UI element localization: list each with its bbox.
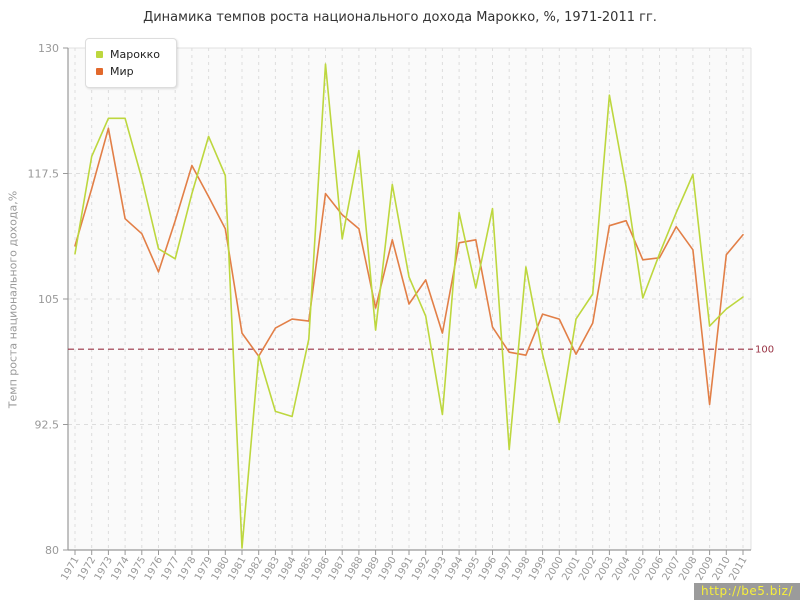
y-tick-label: 117.5 bbox=[28, 168, 60, 181]
world-swatch-icon bbox=[96, 68, 103, 75]
legend-label-world: Мир bbox=[110, 65, 134, 78]
benchmark-label: 100 bbox=[755, 345, 774, 356]
y-tick-label: 130 bbox=[38, 42, 59, 55]
legend: Марокко Мир bbox=[85, 38, 177, 88]
watermark-link[interactable]: http://be5.biz/ bbox=[693, 583, 800, 600]
morocco-line-series bbox=[74, 63, 744, 549]
plot-background bbox=[68, 48, 751, 550]
chart-title: Динамика темпов роста национального дохо… bbox=[143, 10, 657, 25]
y-tick-label: 105 bbox=[38, 293, 59, 306]
y-tick-label: 80 bbox=[45, 544, 59, 557]
morocco-swatch-icon bbox=[96, 51, 103, 58]
legend-item-morocco[interactable]: Марокко bbox=[96, 46, 160, 63]
y-axis-title: Темп роста национального дохода,% bbox=[6, 190, 20, 409]
x-tick-label: 2011 bbox=[727, 555, 749, 583]
legend-item-world[interactable]: Мир bbox=[96, 63, 160, 80]
y-tick-label: 92.5 bbox=[35, 419, 60, 432]
legend-label-morocco: Марокко bbox=[110, 48, 160, 61]
world-line-series bbox=[74, 127, 744, 406]
